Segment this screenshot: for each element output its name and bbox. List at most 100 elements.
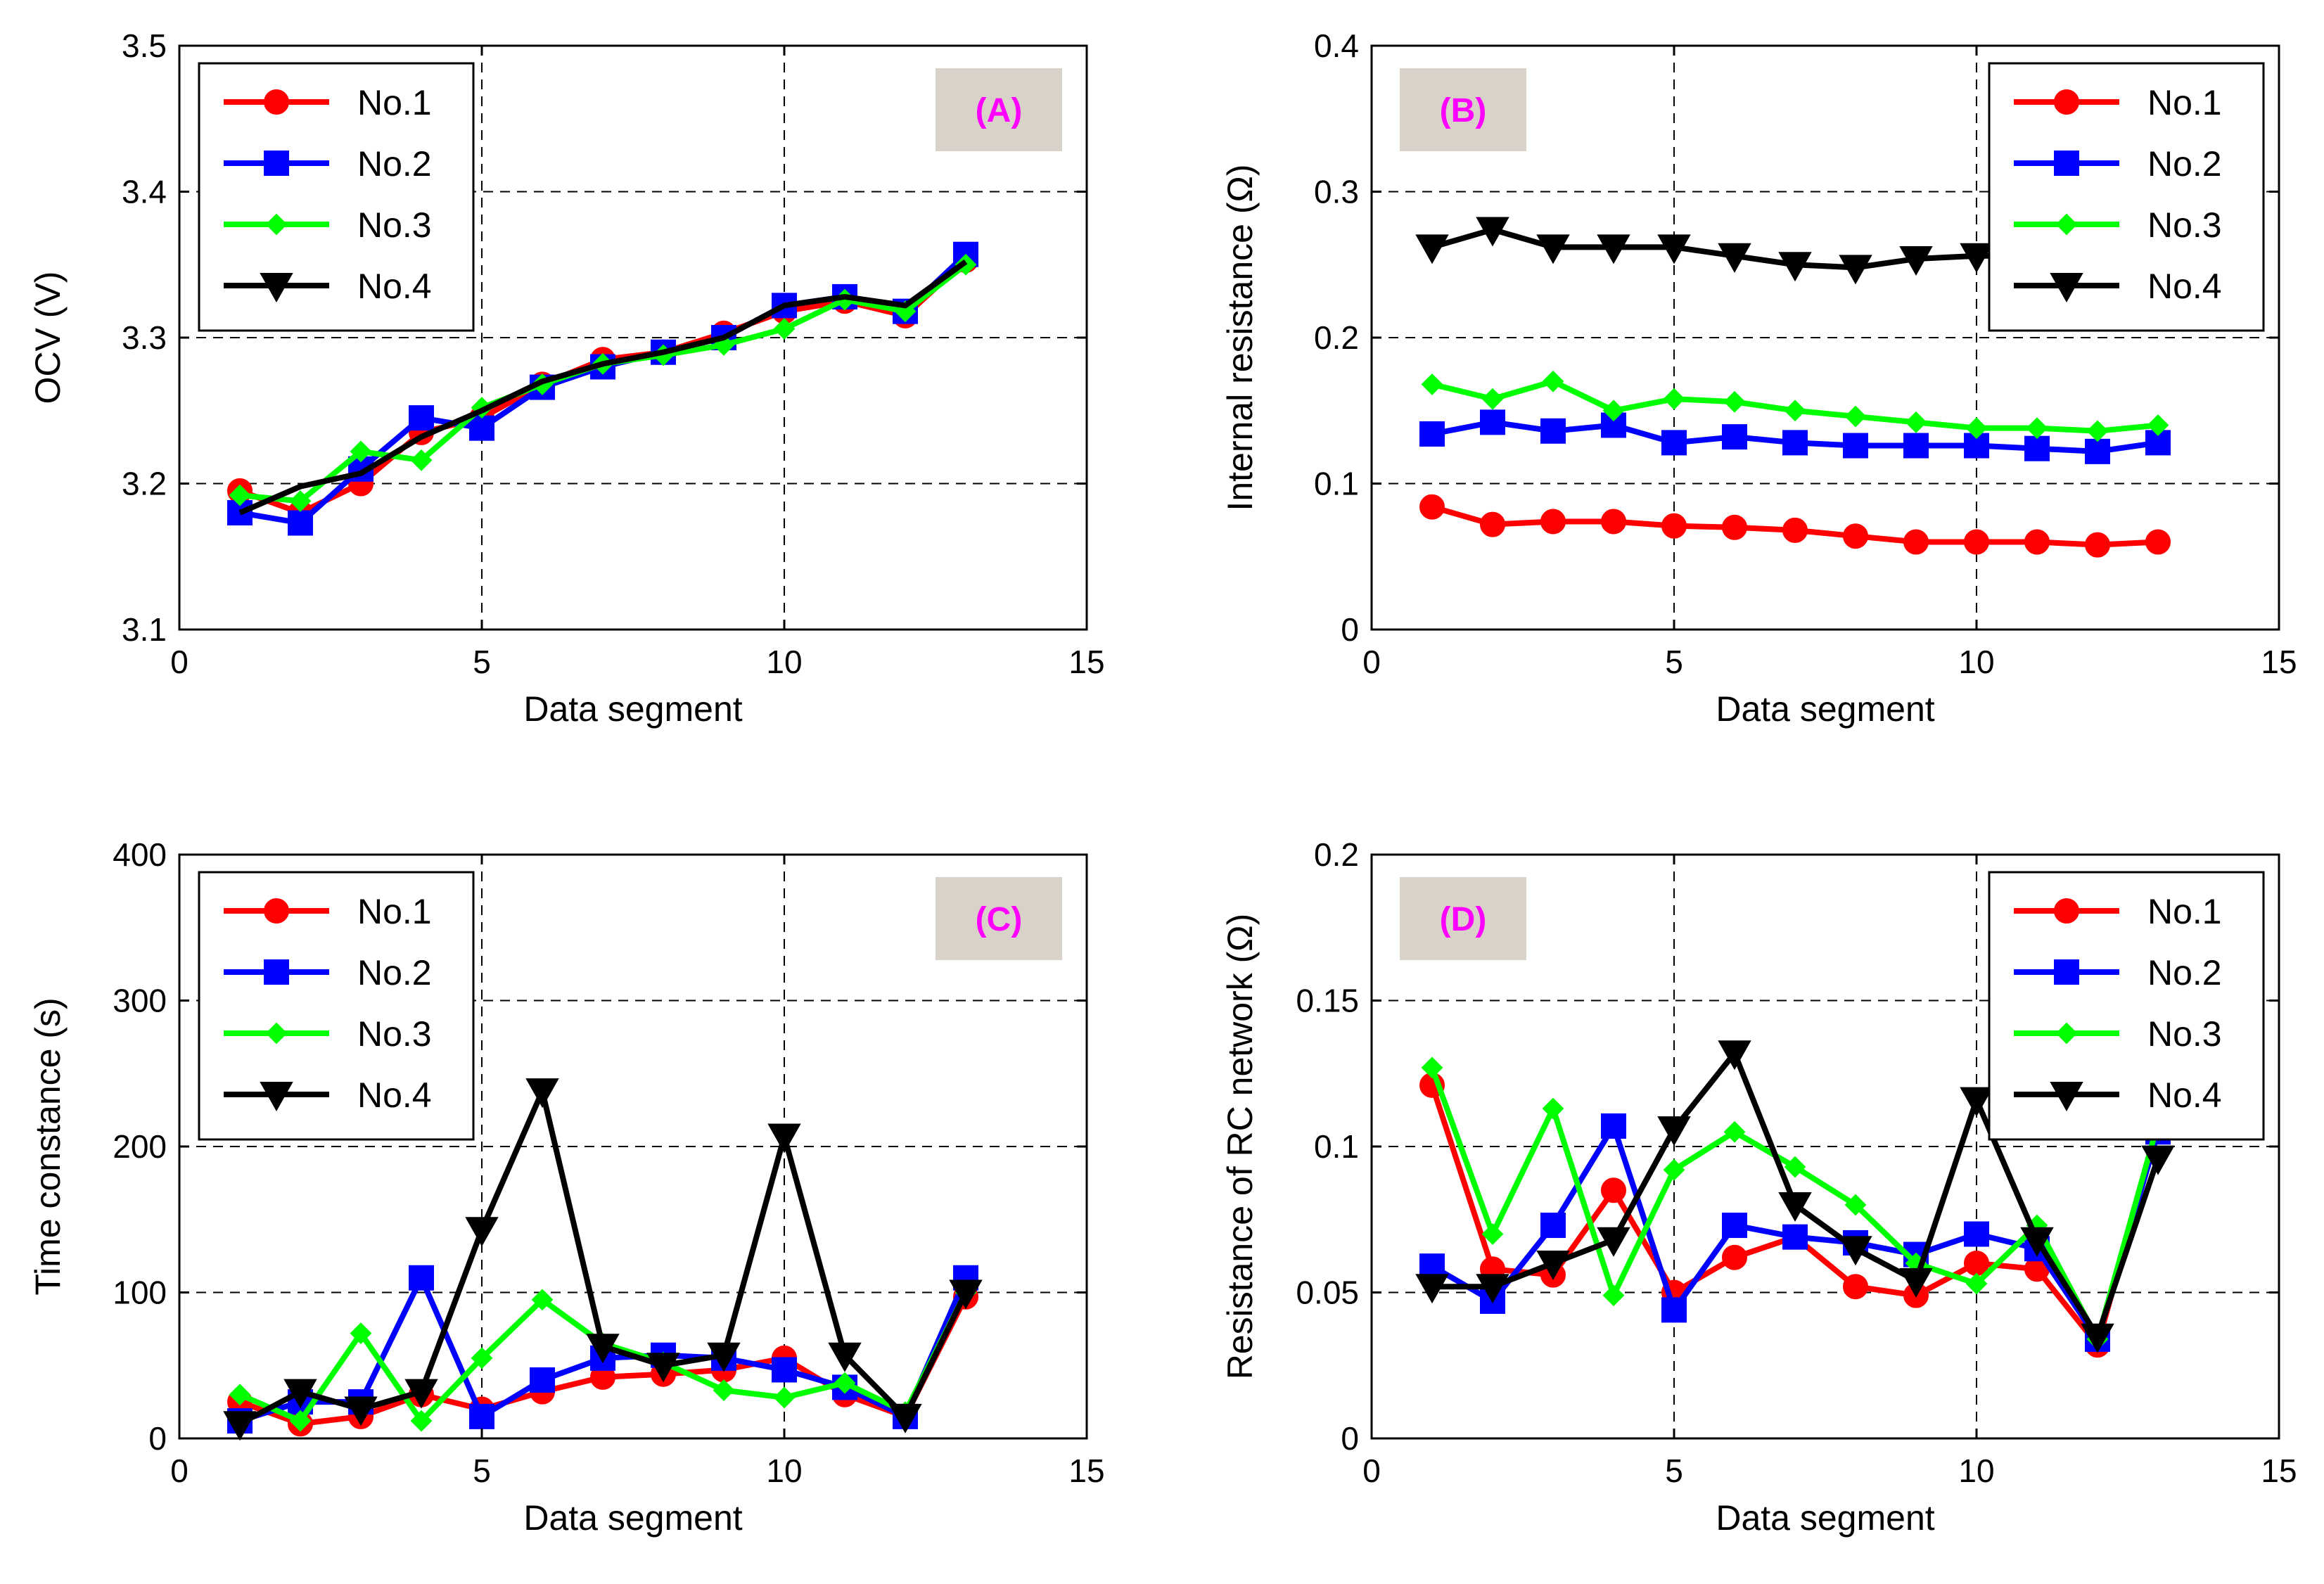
y-tick-label: 3.3	[122, 319, 167, 356]
x-axis-label: Data segment	[523, 689, 742, 729]
grid	[1372, 855, 2279, 1438]
data-point	[1718, 243, 1751, 273]
data-point	[531, 1289, 554, 1311]
panel-tag: (D)	[1400, 877, 1526, 960]
chart-panel-a: 0 5 10 15 3.1 3.2 3.3 3.4 3.5 Data segment OCV (V)…	[28, 27, 1105, 729]
data-point	[1657, 1116, 1691, 1147]
data-point	[767, 1123, 801, 1154]
data-point	[1601, 1113, 1626, 1139]
x-tick-label: 10	[1958, 1452, 1994, 1489]
legend-marker	[2054, 959, 2079, 985]
data-point	[344, 1396, 378, 1426]
legend-box	[198, 62, 475, 332]
legend-item: No.1	[2014, 83, 2222, 122]
y-tick-label: 3.4	[122, 174, 167, 210]
series-no4	[223, 1078, 983, 1441]
data-point	[1839, 255, 1872, 285]
data-point	[1843, 523, 1868, 549]
legend-item: No.2	[224, 144, 432, 184]
legend-marker	[2050, 1082, 2083, 1112]
data-point	[1480, 409, 1505, 435]
y-tick-label: 0	[1341, 1420, 1359, 1457]
ticks: 0 5 10 15 3.1 3.2 3.3 3.4 3.5	[122, 27, 1105, 680]
legend-label: No.3	[357, 1014, 432, 1054]
panel-tag-box	[936, 877, 1062, 960]
data-point	[1778, 252, 1812, 282]
data-point	[1536, 1251, 1570, 1281]
data-point	[229, 484, 251, 506]
data-point	[1540, 418, 1566, 444]
data-point	[1421, 373, 1443, 395]
data-point	[350, 440, 372, 463]
legend-label: No.1	[357, 892, 432, 931]
data-point	[1597, 1227, 1630, 1257]
data-point	[1542, 1097, 1564, 1120]
series-no3	[1421, 370, 2169, 442]
legend-marker	[264, 89, 289, 115]
legend-item: No.3	[2014, 1014, 2222, 1054]
legend-marker	[2055, 213, 2078, 236]
data-point	[525, 1078, 559, 1109]
data-point	[1542, 370, 1564, 392]
legend-marker	[2050, 273, 2083, 303]
data-point	[469, 1403, 494, 1429]
data-point	[1481, 388, 1504, 410]
data-point	[1960, 243, 1993, 273]
y-tick-label: 0.2	[1314, 319, 1359, 356]
data-point	[1778, 1192, 1812, 1222]
data-point	[283, 1379, 317, 1409]
data-point	[834, 1372, 856, 1394]
data-point	[1476, 217, 1509, 247]
chart-panel-c: 0 5 10 15 0 100 200 300 400 Data segment Time cons…	[28, 836, 1105, 1538]
legend-marker	[264, 959, 289, 985]
x-axis-label: Data segment	[1716, 689, 1934, 729]
data-point	[289, 1410, 312, 1432]
data-point	[1844, 405, 1867, 428]
legend-marker	[264, 151, 289, 176]
data-point	[1602, 400, 1625, 422]
legend-item: No.2	[2014, 953, 2222, 992]
data-point	[1476, 1274, 1509, 1304]
x-tick-label: 5	[473, 644, 491, 680]
data-point	[1602, 1284, 1625, 1307]
data-point	[1661, 1297, 1687, 1323]
series-no4	[1415, 1040, 2175, 1353]
y-tick-label: 400	[113, 836, 167, 873]
legend-label: No.2	[357, 144, 432, 184]
legend-label: No.3	[2147, 1014, 2222, 1054]
data-point	[2024, 529, 2050, 555]
data-point	[1597, 234, 1630, 264]
data-point	[410, 449, 433, 471]
data-point	[1663, 1158, 1685, 1181]
panel-tag-box	[1400, 68, 1526, 151]
data-point	[1421, 1056, 1443, 1079]
data-point	[1784, 1156, 1806, 1178]
legend-item: No.2	[2014, 144, 2222, 184]
legend-marker	[2054, 89, 2079, 115]
legend-marker	[265, 213, 288, 236]
y-tick-label: 0.2	[1314, 836, 1359, 873]
chart-panel-b: 0 5 10 15 0 0.1 0.2 0.3 0.4 Data segment Internal …	[1220, 27, 2297, 729]
y-tick-label: 3.2	[122, 466, 167, 502]
legend-item: No.1	[224, 83, 432, 122]
legend-item: No.4	[224, 1075, 432, 1115]
y-tick-label: 100	[113, 1275, 167, 1311]
ticks: 0 5 10 15 0 0.05 0.1 0.15 0.2	[1296, 836, 2297, 1489]
data-point	[888, 1403, 922, 1433]
data-point	[2020, 1227, 2054, 1257]
panel-tag-label: (D)	[1440, 901, 1487, 938]
data-point	[409, 405, 434, 431]
y-tick-label: 0.15	[1296, 983, 1359, 1019]
x-tick-label: 5	[1665, 1452, 1683, 1489]
data-point	[288, 510, 313, 536]
legend-label: No.1	[2147, 892, 2222, 931]
legend-item: No.3	[224, 1014, 432, 1054]
data-point	[2085, 438, 2110, 464]
panel-tag-box	[1400, 877, 1526, 960]
y-tick-label: 3.5	[122, 27, 167, 64]
data-point	[1481, 1223, 1504, 1245]
data-point	[1419, 494, 1445, 520]
data-point	[1722, 1244, 1747, 1270]
data-point	[1903, 433, 1929, 459]
